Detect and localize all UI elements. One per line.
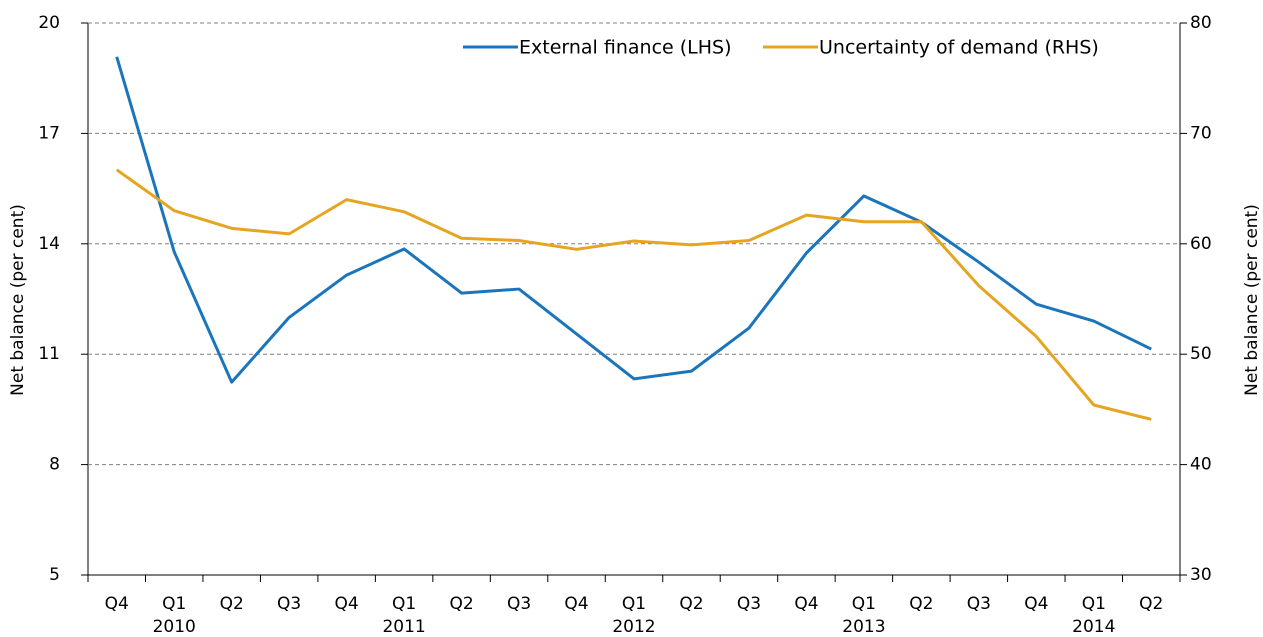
x-tick-label: Q2	[1139, 594, 1163, 614]
y-tick-label: 5	[49, 565, 60, 585]
x-tick-label: Q4	[564, 594, 588, 614]
legend-label: Uncertainty of demand (RHS)	[819, 37, 1099, 59]
x-tick-label: Q3	[277, 594, 301, 614]
x-tick-label: Q2	[220, 594, 244, 614]
y2-tick-label: 80	[1190, 13, 1212, 33]
x-tick-label: Q1	[622, 594, 646, 614]
year-label: 2014	[1072, 617, 1115, 637]
x-tick-label: Q1	[392, 594, 416, 614]
x-tick-label: Q4	[794, 594, 818, 614]
y-tick-label: 20	[38, 13, 60, 33]
y-tick-label: 8	[49, 455, 60, 475]
y2-tick-label: 50	[1190, 344, 1212, 364]
y2-axis-label: Net balance (per cent)	[1242, 204, 1262, 396]
series-line	[115, 56, 1152, 384]
series-line	[115, 168, 1152, 421]
legend-label: External finance (LHS)	[519, 37, 732, 59]
year-label: 2013	[842, 617, 885, 637]
y-tick-label: 17	[38, 123, 60, 143]
y2-tick-label: 70	[1190, 123, 1212, 143]
x-tick-label: Q1	[1082, 594, 1106, 614]
year-label: 2011	[382, 617, 425, 637]
y2-tick-label: 60	[1190, 234, 1212, 254]
y-tick-label: 14	[38, 234, 60, 254]
year-label: 2010	[153, 617, 196, 637]
x-tick-label: Q3	[507, 594, 531, 614]
x-tick-label: Q2	[679, 594, 703, 614]
x-tick-label: Q4	[105, 594, 129, 614]
y-axis-label: Net balance (per cent)	[8, 204, 28, 396]
x-tick-label: Q2	[909, 594, 933, 614]
x-tick-label: Q1	[852, 594, 876, 614]
x-tick-label: Q3	[967, 594, 991, 614]
x-tick-label: Q3	[737, 594, 761, 614]
y-tick-label: 11	[38, 344, 60, 364]
x-tick-label: Q4	[335, 594, 359, 614]
x-tick-label: Q2	[449, 594, 473, 614]
x-tick-label: Q4	[1024, 594, 1048, 614]
y2-tick-label: 30	[1190, 565, 1212, 585]
year-label: 2012	[612, 617, 655, 637]
x-tick-label: Q1	[162, 594, 186, 614]
y2-tick-label: 40	[1190, 455, 1212, 475]
